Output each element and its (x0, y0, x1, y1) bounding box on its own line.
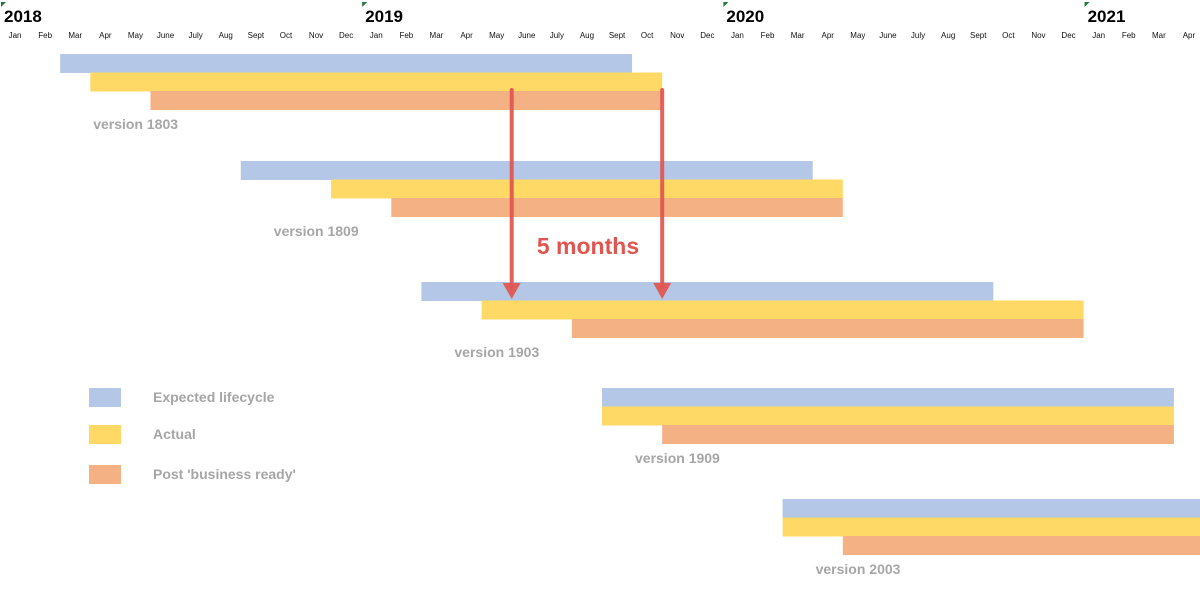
post-business-ready-bar (842, 536, 1200, 555)
month-tick-label: Jan (370, 31, 383, 40)
actual-bar (90, 72, 663, 92)
month-tick-label: Feb (399, 31, 413, 40)
annotation-arrow (502, 88, 521, 299)
version-label: version 1909 (635, 450, 720, 466)
year-label: 2019 (365, 7, 403, 26)
month-tick-label: Apr (822, 31, 835, 40)
post-business-ready-bar (662, 425, 1174, 444)
month-tick-label: Feb (1122, 31, 1136, 40)
year-marker-icon (362, 2, 368, 7)
month-tick-label: May (850, 31, 865, 40)
expected-lifecycle-bar (60, 54, 633, 73)
legend: Expected lifecycle Actual Post 'business r… (89, 388, 296, 484)
month-tick-label: Oct (641, 31, 654, 40)
annotation-text: 5 months (537, 233, 639, 259)
expected-lifecycle-bar (421, 282, 994, 301)
year-marker-icon (723, 2, 729, 7)
month-tick-label: Mar (1152, 31, 1166, 40)
version-label: version 2003 (816, 561, 901, 577)
year-marker-icon (1084, 2, 1090, 7)
month-tick-label: Jan (731, 31, 744, 40)
actual-bar (602, 406, 1174, 426)
time-axis: Jan Feb Mar Apr May June July Aug Sept Oct Nov Dec J… (1, 2, 1196, 40)
expected-lifecycle-bar (782, 499, 1200, 518)
month-tick-label: Dec (700, 31, 714, 40)
month-tick-label: Mar (68, 31, 82, 40)
year-label: 2020 (726, 7, 764, 26)
legend-label: Post 'business ready' (153, 466, 296, 482)
actual-bar (331, 179, 843, 199)
legend-swatch (89, 388, 121, 407)
month-tick-label: July (189, 31, 203, 40)
post-business-ready-bar (391, 198, 843, 217)
month-tick-label: Apr (460, 31, 473, 40)
version-label: version 1903 (454, 344, 539, 360)
month-tick-label: Jan (1092, 31, 1105, 40)
actual-bar (481, 300, 1084, 320)
month-tick-label: June (157, 31, 175, 40)
version-label: version 1809 (274, 223, 359, 239)
month-tick-label: Apr (99, 31, 112, 40)
month-tick-label: Dec (1061, 31, 1075, 40)
month-tick-label: Sept (609, 31, 626, 40)
month-tick-label: May (489, 31, 504, 40)
month-tick-label: Nov (670, 31, 684, 40)
expected-lifecycle-bar (240, 161, 813, 180)
month-tick-label: Mar (430, 31, 444, 40)
month-tick-label: Aug (941, 31, 955, 40)
month-tick-label: Sept (970, 31, 987, 40)
month-tick-label: Oct (280, 31, 293, 40)
month-tick-label: Oct (1002, 31, 1015, 40)
version-bars (60, 54, 1200, 555)
month-tick-label: Feb (38, 31, 52, 40)
month-tick-label: Nov (1031, 31, 1045, 40)
year-label: 2018 (4, 7, 42, 26)
version-label: version 1803 (93, 116, 178, 132)
year-label: 2021 (1088, 7, 1126, 26)
month-tick-label: Mar (791, 31, 805, 40)
month-tick-label: Apr (1183, 31, 1196, 40)
year-marker-icon (1, 2, 6, 7)
month-tick-label: Dec (339, 31, 353, 40)
month-tick-label: June (518, 31, 536, 40)
legend-label: Actual (153, 426, 196, 442)
annotation-arrow (653, 88, 672, 299)
post-business-ready-bar (571, 319, 1084, 338)
expected-lifecycle-bar (602, 388, 1174, 407)
legend-swatch (89, 465, 121, 484)
month-tick-label: Nov (309, 31, 323, 40)
month-tick-label: July (911, 31, 925, 40)
month-tick-label: Sept (248, 31, 265, 40)
month-tick-label: July (550, 31, 564, 40)
month-tick-label: Aug (219, 31, 233, 40)
month-tick-label: Feb (761, 31, 775, 40)
actual-bar (782, 517, 1200, 537)
month-tick-label: May (128, 31, 143, 40)
annotation: 5 months (502, 88, 672, 299)
version-labels: version 1803 version 1809 version 1903 vers… (93, 116, 900, 577)
legend-label: Expected lifecycle (153, 389, 275, 405)
month-tick-label: June (879, 31, 897, 40)
post-business-ready-bar (150, 91, 663, 110)
month-tick-label: Aug (580, 31, 594, 40)
month-tick-label: Jan (9, 31, 22, 40)
legend-swatch (89, 425, 121, 444)
